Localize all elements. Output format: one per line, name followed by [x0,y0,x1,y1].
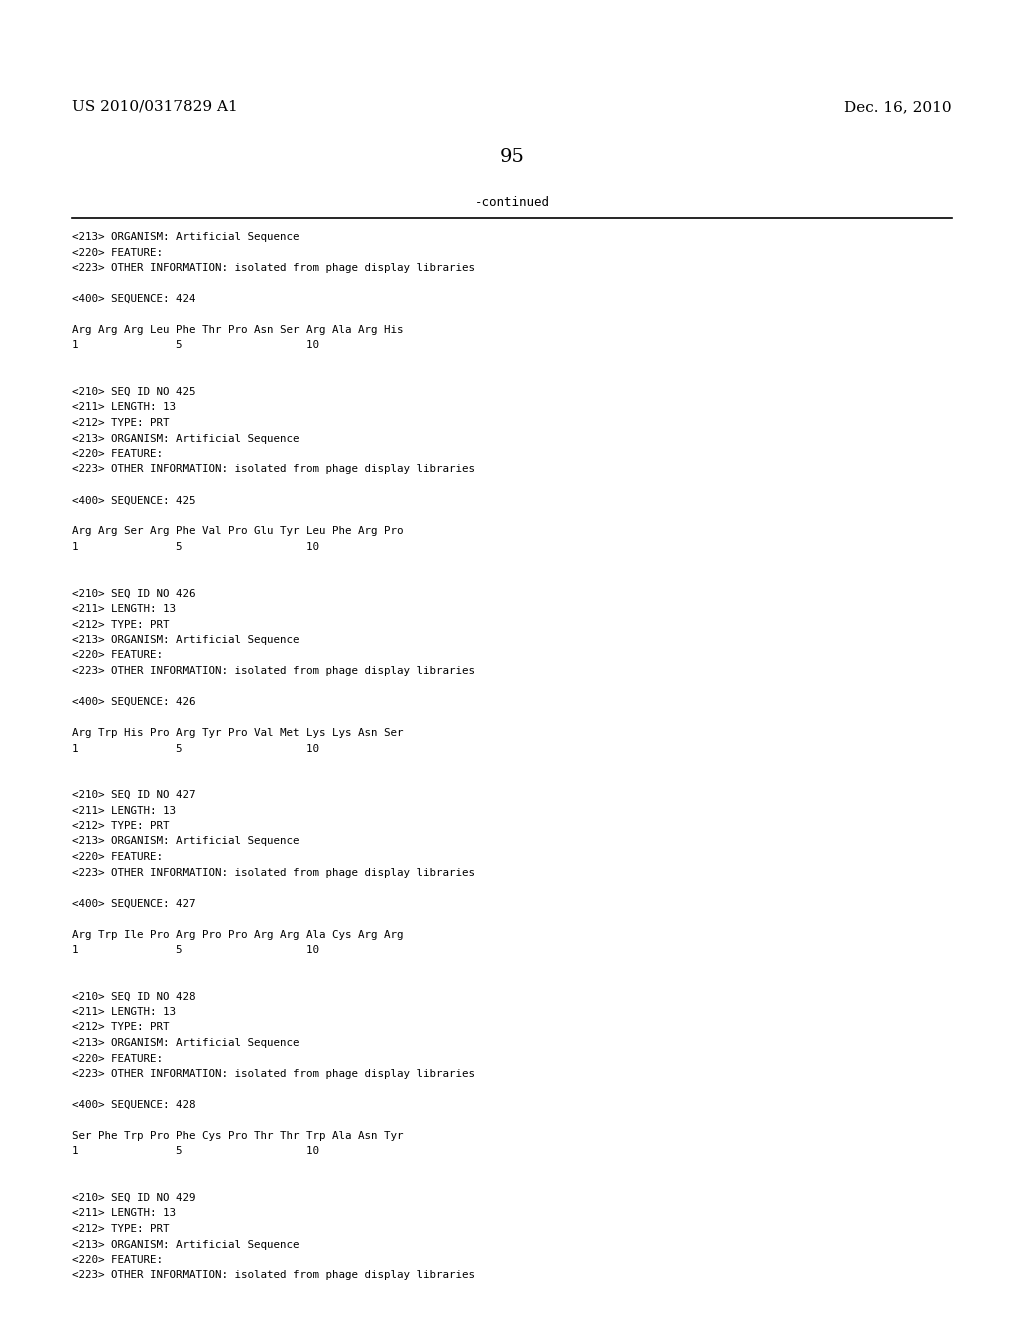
Text: <213> ORGANISM: Artificial Sequence: <213> ORGANISM: Artificial Sequence [72,837,299,846]
Text: 1               5                   10: 1 5 10 [72,743,319,754]
Text: -continued: -continued [474,195,550,209]
Text: Arg Arg Ser Arg Phe Val Pro Glu Tyr Leu Phe Arg Pro: Arg Arg Ser Arg Phe Val Pro Glu Tyr Leu … [72,527,403,536]
Text: <210> SEQ ID NO 425: <210> SEQ ID NO 425 [72,387,196,397]
Text: <223> OTHER INFORMATION: isolated from phage display libraries: <223> OTHER INFORMATION: isolated from p… [72,1069,475,1078]
Text: US 2010/0317829 A1: US 2010/0317829 A1 [72,100,238,114]
Text: <220> FEATURE:: <220> FEATURE: [72,851,163,862]
Text: <211> LENGTH: 13: <211> LENGTH: 13 [72,805,176,816]
Text: 1               5                   10: 1 5 10 [72,543,319,552]
Text: <220> FEATURE:: <220> FEATURE: [72,1053,163,1064]
Text: <400> SEQUENCE: 424: <400> SEQUENCE: 424 [72,294,196,304]
Text: <220> FEATURE:: <220> FEATURE: [72,1255,163,1265]
Text: Arg Arg Arg Leu Phe Thr Pro Asn Ser Arg Ala Arg His: Arg Arg Arg Leu Phe Thr Pro Asn Ser Arg … [72,325,403,335]
Text: <211> LENGTH: 13: <211> LENGTH: 13 [72,1007,176,1016]
Text: <213> ORGANISM: Artificial Sequence: <213> ORGANISM: Artificial Sequence [72,1038,299,1048]
Text: <213> ORGANISM: Artificial Sequence: <213> ORGANISM: Artificial Sequence [72,232,299,242]
Text: <400> SEQUENCE: 426: <400> SEQUENCE: 426 [72,697,196,708]
Text: <210> SEQ ID NO 426: <210> SEQ ID NO 426 [72,589,196,598]
Text: Arg Trp Ile Pro Arg Pro Pro Arg Arg Ala Cys Arg Arg: Arg Trp Ile Pro Arg Pro Pro Arg Arg Ala … [72,929,403,940]
Text: <212> TYPE: PRT: <212> TYPE: PRT [72,619,170,630]
Text: <400> SEQUENCE: 425: <400> SEQUENCE: 425 [72,495,196,506]
Text: 1               5                   10: 1 5 10 [72,1147,319,1156]
Text: 95: 95 [500,148,524,166]
Text: <220> FEATURE:: <220> FEATURE: [72,651,163,660]
Text: <210> SEQ ID NO 427: <210> SEQ ID NO 427 [72,789,196,800]
Text: <223> OTHER INFORMATION: isolated from phage display libraries: <223> OTHER INFORMATION: isolated from p… [72,263,475,273]
Text: <223> OTHER INFORMATION: isolated from phage display libraries: <223> OTHER INFORMATION: isolated from p… [72,867,475,878]
Text: <210> SEQ ID NO 428: <210> SEQ ID NO 428 [72,991,196,1002]
Text: <220> FEATURE:: <220> FEATURE: [72,248,163,257]
Text: <220> FEATURE:: <220> FEATURE: [72,449,163,459]
Text: <212> TYPE: PRT: <212> TYPE: PRT [72,418,170,428]
Text: <212> TYPE: PRT: <212> TYPE: PRT [72,821,170,832]
Text: <212> TYPE: PRT: <212> TYPE: PRT [72,1023,170,1032]
Text: <213> ORGANISM: Artificial Sequence: <213> ORGANISM: Artificial Sequence [72,635,299,645]
Text: <212> TYPE: PRT: <212> TYPE: PRT [72,1224,170,1234]
Text: <223> OTHER INFORMATION: isolated from phage display libraries: <223> OTHER INFORMATION: isolated from p… [72,667,475,676]
Text: <223> OTHER INFORMATION: isolated from phage display libraries: <223> OTHER INFORMATION: isolated from p… [72,1270,475,1280]
Text: <223> OTHER INFORMATION: isolated from phage display libraries: <223> OTHER INFORMATION: isolated from p… [72,465,475,474]
Text: <213> ORGANISM: Artificial Sequence: <213> ORGANISM: Artificial Sequence [72,1239,299,1250]
Text: <400> SEQUENCE: 428: <400> SEQUENCE: 428 [72,1100,196,1110]
Text: Dec. 16, 2010: Dec. 16, 2010 [845,100,952,114]
Text: 1               5                   10: 1 5 10 [72,945,319,954]
Text: <400> SEQUENCE: 427: <400> SEQUENCE: 427 [72,899,196,908]
Text: <213> ORGANISM: Artificial Sequence: <213> ORGANISM: Artificial Sequence [72,433,299,444]
Text: <211> LENGTH: 13: <211> LENGTH: 13 [72,1209,176,1218]
Text: Ser Phe Trp Pro Phe Cys Pro Thr Thr Trp Ala Asn Tyr: Ser Phe Trp Pro Phe Cys Pro Thr Thr Trp … [72,1131,403,1140]
Text: <211> LENGTH: 13: <211> LENGTH: 13 [72,605,176,614]
Text: Arg Trp His Pro Arg Tyr Pro Val Met Lys Lys Asn Ser: Arg Trp His Pro Arg Tyr Pro Val Met Lys … [72,729,403,738]
Text: 1               5                   10: 1 5 10 [72,341,319,351]
Text: <210> SEQ ID NO 429: <210> SEQ ID NO 429 [72,1193,196,1203]
Text: <211> LENGTH: 13: <211> LENGTH: 13 [72,403,176,412]
